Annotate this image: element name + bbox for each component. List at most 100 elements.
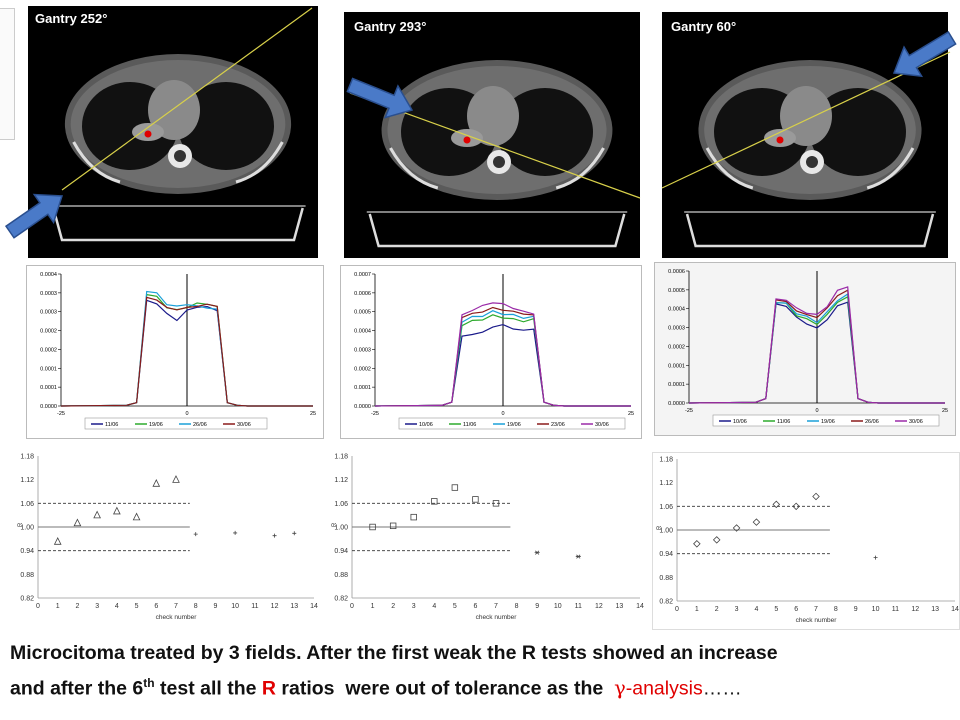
x-tick-label: 0: [815, 408, 818, 414]
spinal-canal: [806, 156, 818, 168]
x-tick-label: 10: [231, 603, 239, 610]
y-tick-label: 0.0003: [40, 291, 57, 297]
x-tick-label: 0: [501, 411, 504, 417]
data-point: [431, 498, 438, 505]
y-tick-label: 0.0001: [668, 363, 685, 369]
y-tick-label: 0.94: [20, 548, 34, 555]
data-point: [389, 522, 397, 530]
x-tick-label: 13: [931, 606, 939, 613]
gamma-analysis-text: -analysis: [625, 677, 703, 700]
data-point: [369, 523, 376, 531]
data-point: [772, 500, 781, 509]
r-ratio-chart: 0.82 0.88 0.94 1.00 1.06 1.12 1.18 0 1 2 3 4 5 6 7 8 9 10…: [328, 450, 644, 625]
y-tick-label: 0.0004: [354, 329, 371, 335]
y-tick-label: 0.0001: [40, 385, 57, 391]
rib: [555, 147, 605, 190]
couch: [368, 213, 626, 248]
gantry-label: Gantry 293°: [354, 19, 427, 34]
data-point: [93, 510, 101, 519]
legend-label: 30/06: [237, 422, 251, 428]
ct-slice-image: [684, 60, 936, 248]
left-edge-frame: [0, 8, 15, 140]
legend-label: 11/06: [463, 422, 476, 428]
data-point: [575, 554, 581, 559]
legend-box: [712, 414, 940, 427]
spinal-canal: [493, 156, 505, 168]
y-tick-label: 1.12: [20, 477, 34, 484]
legend-label: 30/06: [909, 419, 923, 425]
ct-scan-panel: Gantry 60°: [662, 12, 948, 258]
profile-chart: 0.0000 0.0001 0.0002 0.0003 0.0004 0.0005 0.00…: [340, 265, 642, 439]
x-tick-label: 4: [115, 603, 119, 610]
gantry-label: Gantry 252°: [35, 11, 108, 26]
y-tick-label: 0.0005: [668, 288, 685, 294]
y-tick-label: 1.12: [334, 477, 348, 484]
caption-text: and after the 6: [10, 677, 144, 700]
caption-superscript: th: [143, 676, 155, 690]
legend-label: 10/06: [733, 419, 747, 425]
legend-label: 19/06: [821, 419, 835, 425]
caption-r-highlight: R: [261, 677, 276, 700]
couch: [52, 207, 304, 242]
data-point: [53, 537, 62, 545]
isocenter-marker: [144, 130, 152, 138]
data-point: [113, 506, 121, 515]
y-tick-label: 0.0001: [668, 382, 685, 388]
ellipsis: ……: [702, 677, 742, 700]
profile-chart: 0.0000 0.0001 0.0001 0.0002 0.0002 0.0003 0.00…: [26, 265, 324, 439]
y-tick-label: 0.0005: [354, 310, 371, 316]
x-tick-label: 2: [75, 603, 79, 610]
beam-arrow-icon: [4, 193, 64, 239]
y-tick-label: 0.0001: [40, 366, 57, 372]
gamma-symbol: γ: [614, 676, 626, 700]
y-tick-label: 0.0002: [668, 344, 685, 350]
x-tick-label: 10: [872, 606, 880, 613]
x-tick-label: 25: [628, 411, 634, 417]
caption-text: test all the: [154, 677, 262, 700]
legend-label: 19/06: [507, 422, 521, 428]
x-tick-label: 5: [774, 606, 778, 613]
y-tick-label: 0.0001: [354, 385, 371, 391]
data-point: [752, 518, 761, 526]
x-tick-label: 9: [854, 606, 858, 613]
legend-label: 26/06: [865, 419, 879, 425]
gantry-label: Gantry 60°: [671, 19, 737, 34]
data-point: [472, 496, 479, 503]
x-tick-label: 4: [432, 603, 436, 610]
x-tick-label: 6: [473, 603, 477, 610]
x-tick-label: 2: [715, 606, 719, 613]
profile-series-line: [688, 286, 945, 404]
x-tick-label: 0: [350, 603, 354, 610]
data-point: [732, 524, 741, 532]
y-tick-label: 0.0002: [40, 329, 57, 335]
profile-chart: 0.0000 0.0001 0.0001 0.0002 0.0003 0.0004 0.00…: [654, 262, 956, 436]
data-point: [534, 550, 540, 555]
mediastinum: [467, 86, 519, 146]
mediastinum: [780, 86, 832, 146]
legend-label: 23/06: [551, 422, 565, 428]
data-point: [193, 532, 198, 537]
y-tick-label: 0.0000: [668, 401, 685, 407]
legend-label: 26/06: [193, 422, 207, 428]
x-tick-label: -25: [57, 411, 65, 417]
x-tick-label: 8: [515, 603, 519, 610]
data-point: [132, 512, 141, 521]
x-tick-label: 10: [554, 603, 562, 610]
profile-series-line: [60, 296, 313, 407]
caption: Microcitoma treated by 3 fields. After t…: [10, 638, 950, 704]
data-point: [712, 536, 721, 544]
y-tick-label: 0.94: [334, 548, 348, 555]
x-tick-label: 14: [310, 603, 318, 610]
y-tick-label: 0.0006: [668, 269, 685, 275]
y-tick-label: 0.88: [20, 572, 34, 579]
data-point: [272, 533, 277, 538]
ct-slice-image: [366, 60, 628, 248]
r-ratio-chart: 0.82 0.88 0.94 1.00 1.06 1.12 1.18 0 1 2 3 4 5 6 7 8 9 10…: [14, 450, 318, 625]
y-tick-label: 1.00: [20, 525, 34, 532]
y-tick-label: 0.82: [334, 596, 348, 603]
data-point: [73, 518, 82, 527]
y-tick-label: 1.06: [659, 504, 673, 511]
x-tick-label: 25: [310, 411, 316, 417]
x-tick-label: 12: [271, 603, 279, 610]
couch: [685, 213, 935, 248]
